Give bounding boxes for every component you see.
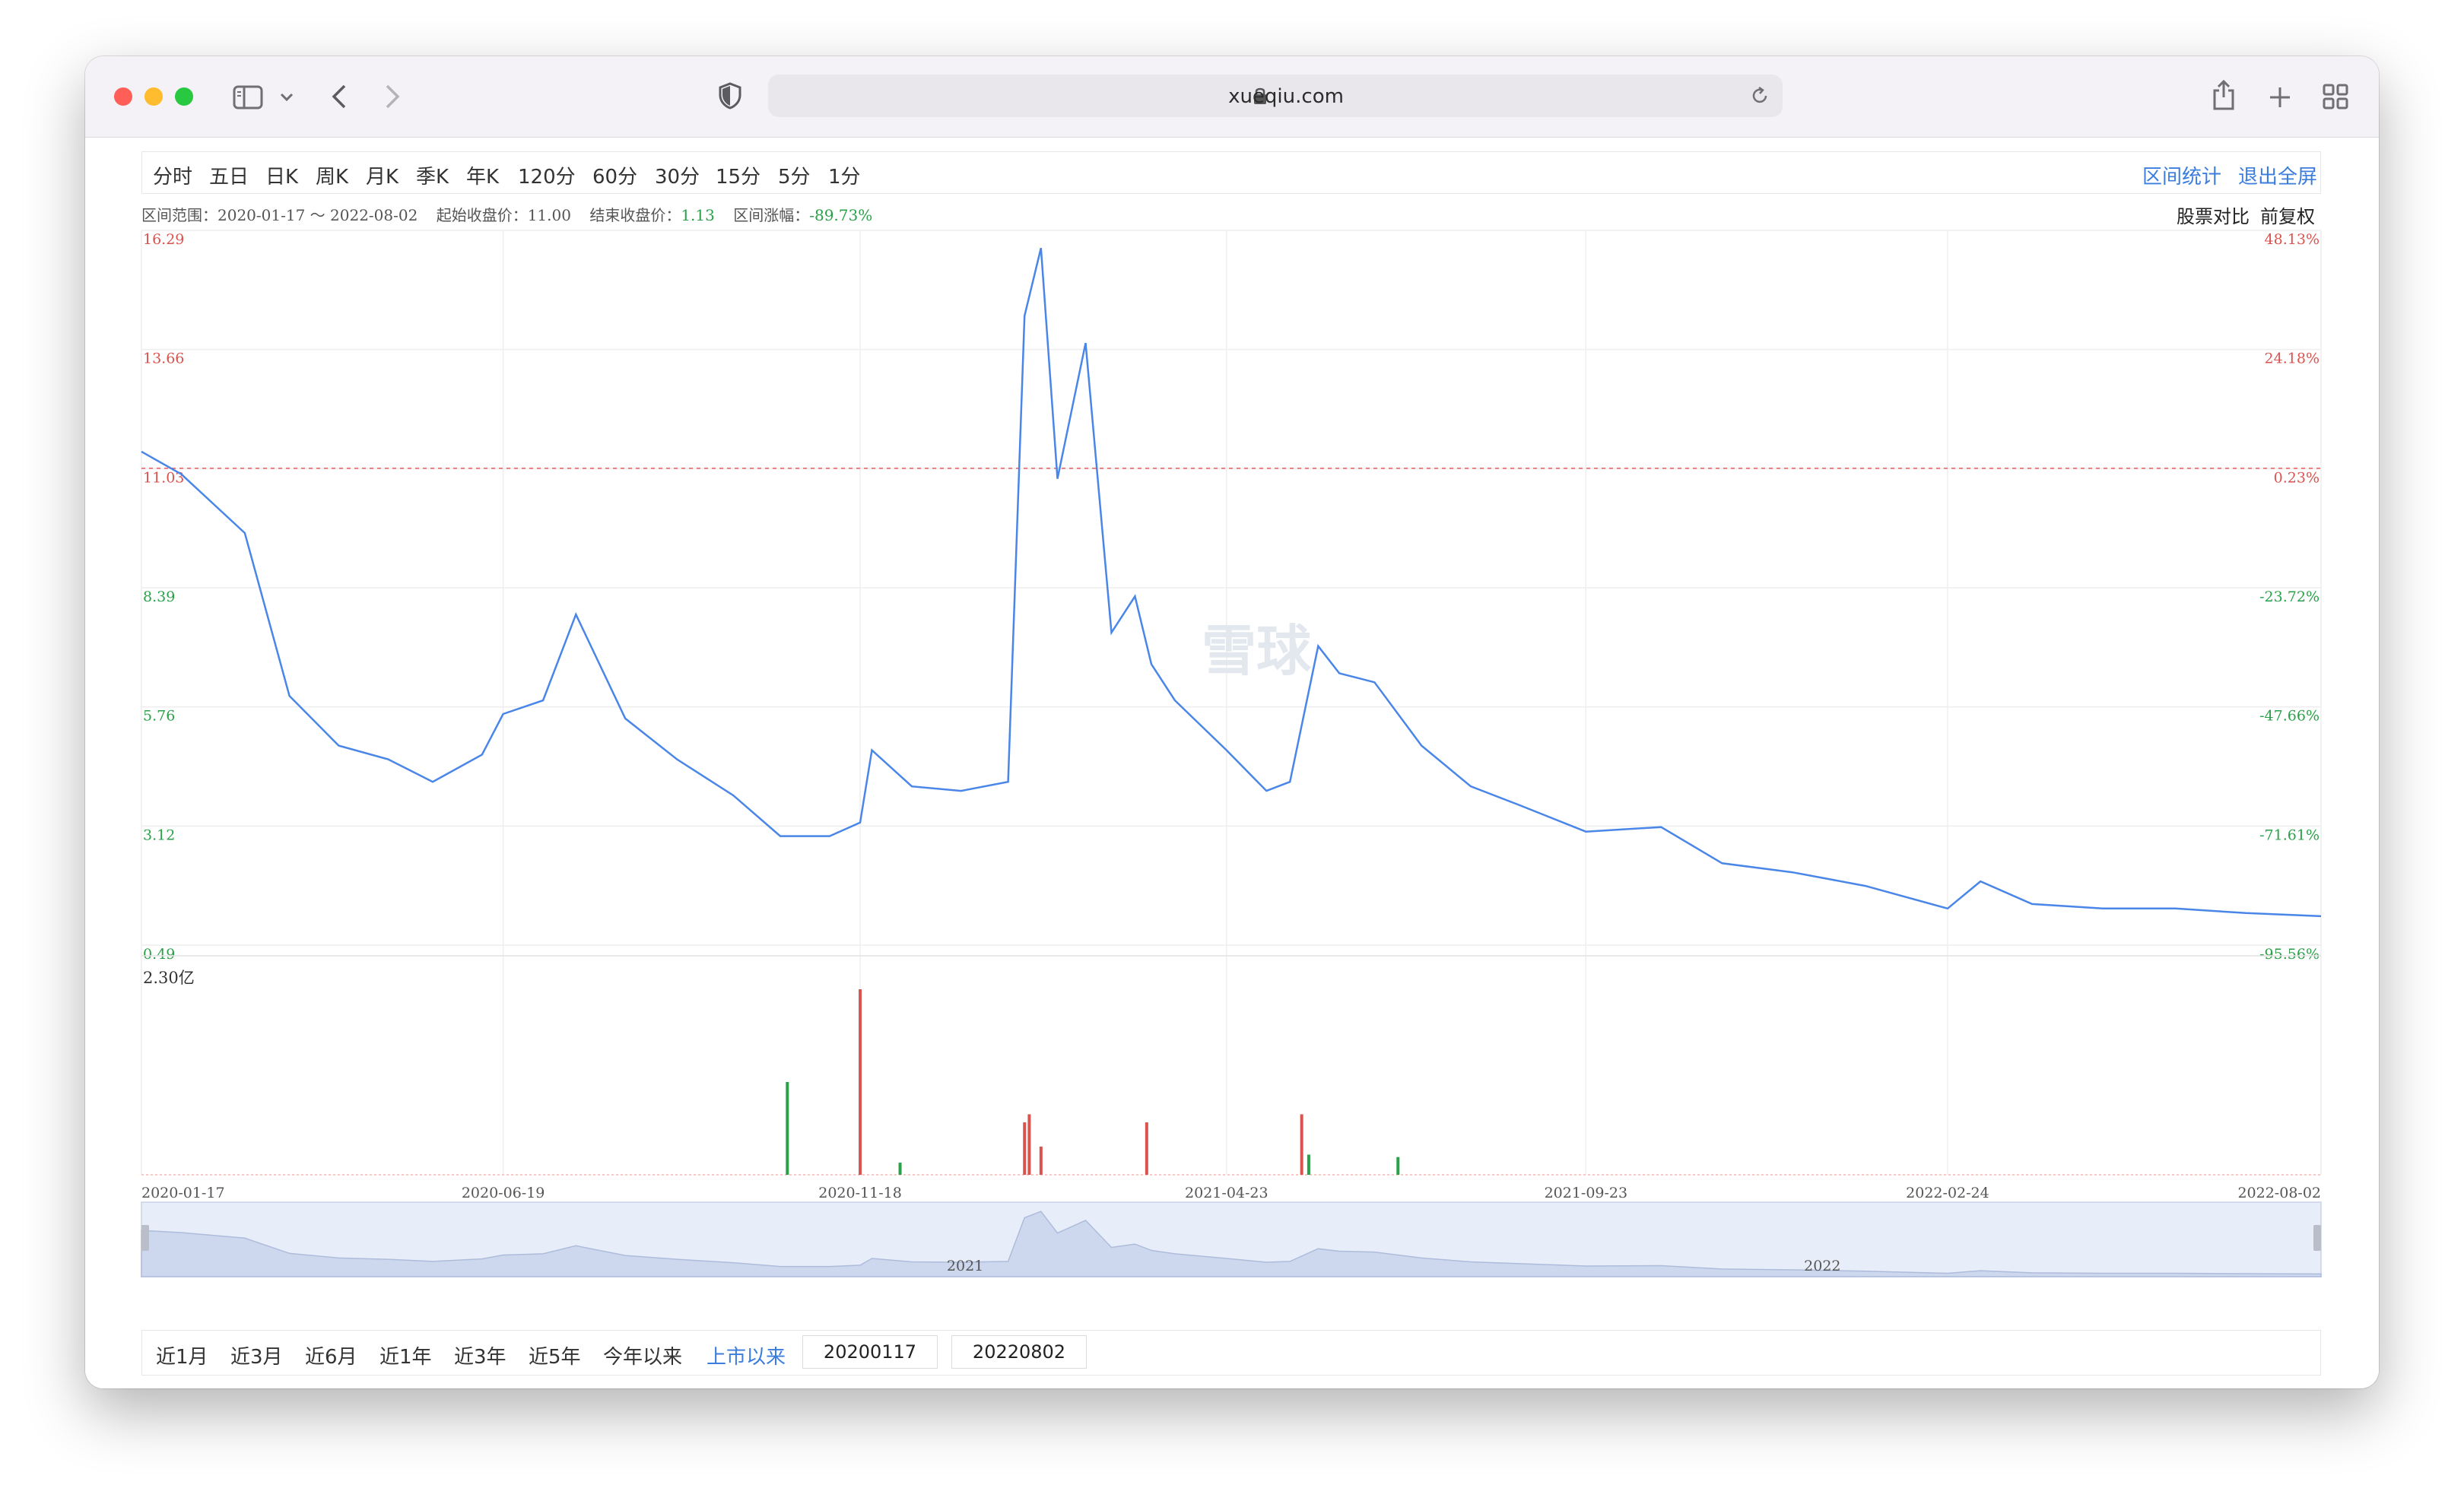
navigator-handle-right xyxy=(2313,1225,2321,1251)
end-close-value: 1.13 xyxy=(681,206,715,224)
reload-icon[interactable] xyxy=(1749,85,1770,106)
share-icon[interactable] xyxy=(2212,79,2236,111)
change-value: -89.73% xyxy=(809,206,873,224)
end-close-label: 结束收盘价： xyxy=(589,206,681,224)
volume-bar xyxy=(786,1082,789,1175)
stock-compare-button[interactable]: 股票对比 xyxy=(2177,206,2250,227)
lock-icon xyxy=(1254,87,1266,104)
period-tab[interactable]: 5分 xyxy=(778,166,811,189)
zoom-window-button[interactable] xyxy=(175,87,193,106)
volume-bar xyxy=(1027,1114,1031,1175)
tab-overview-icon[interactable] xyxy=(2323,84,2348,109)
range-button[interactable]: 近6月 xyxy=(305,1346,357,1369)
y-tick-label-right: -95.56% xyxy=(2259,946,2320,963)
volume-bar xyxy=(1300,1114,1303,1175)
y-tick-label-left: 16.29 xyxy=(143,231,184,248)
y-tick-label-left: 11.03 xyxy=(143,469,184,486)
y-tick-label-right: 24.18% xyxy=(2265,351,2320,367)
y-tick-label-left: 0.49 xyxy=(143,946,175,963)
period-tab[interactable]: 五日 xyxy=(209,166,249,189)
range-button-active[interactable]: 上市以来 xyxy=(706,1346,786,1369)
y-tick-label-right: -47.66% xyxy=(2259,708,2320,725)
y-tick-label-left: 3.12 xyxy=(143,827,175,843)
period-tab[interactable]: 1分 xyxy=(828,166,861,189)
period-tab[interactable]: 月K xyxy=(366,166,399,189)
browser-window: xueqiu.com 分时 五日 日K 周K 月K xyxy=(85,56,2379,1388)
volume-max-label: 2.30亿 xyxy=(143,969,195,987)
start-close-label: 起始收盘价： xyxy=(436,206,528,224)
exit-fullscreen-button[interactable]: 退出全屏 xyxy=(2238,166,2318,189)
period-tab[interactable]: 周K xyxy=(316,166,349,189)
range-button[interactable]: 近3年 xyxy=(454,1346,506,1369)
x-tick-label: 2022-08-02 xyxy=(2237,1185,2321,1201)
x-tick-label: 2020-01-17 xyxy=(141,1185,225,1201)
period-tab[interactable]: 季K xyxy=(416,166,449,189)
page-content: 分时 五日 日K 周K 月K 季K 年K 120分 60分 30分 15分 5分… xyxy=(85,138,2379,1388)
range-label: 区间范围： xyxy=(141,206,218,224)
interval-stats-button[interactable]: 区间统计 xyxy=(2142,166,2222,189)
start-date-input[interactable]: 20200117 xyxy=(802,1335,938,1369)
period-tab[interactable]: 60分 xyxy=(592,166,638,189)
back-arrow-icon[interactable] xyxy=(330,84,348,109)
volume-bar xyxy=(1307,1154,1310,1175)
start-close-value: 11.00 xyxy=(527,206,571,224)
address-bar[interactable]: xueqiu.com xyxy=(768,75,1783,117)
close-window-button[interactable] xyxy=(114,87,132,106)
period-tab[interactable]: 15分 xyxy=(716,166,761,189)
range-info: 区间范围：2020-01-17 ～ 2022-08-02 起始收盘价：11.00… xyxy=(141,203,872,225)
range-value: 2020-01-17 ～ 2022-08-02 xyxy=(218,206,418,224)
navigator-year-label: 2021 xyxy=(947,1258,983,1274)
volume-bar xyxy=(1039,1146,1043,1175)
minimize-window-button[interactable] xyxy=(144,87,163,106)
y-tick-label-left: 13.66 xyxy=(143,351,184,367)
period-tab[interactable]: 分时 xyxy=(153,166,193,189)
volume-bar xyxy=(1145,1122,1148,1175)
period-tab[interactable]: 年K xyxy=(466,166,500,189)
range-selector: 近1月 近3月 近6月 近1年 近3年 近5年 今年以来 上市以来 202001… xyxy=(141,1330,2321,1376)
range-button[interactable]: 近3月 xyxy=(230,1346,283,1369)
y-tick-label-right: -71.61% xyxy=(2259,827,2320,843)
change-label: 区间涨幅： xyxy=(733,206,810,224)
x-tick-label: 2022-02-24 xyxy=(1906,1185,1989,1201)
x-tick-label: 2020-06-19 xyxy=(462,1185,545,1201)
x-tick-label: 2020-11-18 xyxy=(818,1185,902,1201)
navigator-year-label: 2022 xyxy=(1804,1258,1840,1274)
shield-icon[interactable] xyxy=(718,82,742,109)
title-bar: xueqiu.com xyxy=(85,56,2379,138)
navigator-area xyxy=(141,1211,2322,1277)
y-tick-label-right: 0.23% xyxy=(2274,469,2320,486)
volume-bar xyxy=(1023,1122,1027,1175)
period-tab[interactable]: 120分 xyxy=(518,166,576,189)
range-button[interactable]: 近5年 xyxy=(529,1346,581,1369)
end-date-input[interactable]: 20220802 xyxy=(951,1335,1087,1369)
price-chart[interactable]: 16.29 48.13% 13.66 24.18% 11.03 0.23% 8.39 -23.… xyxy=(85,138,2379,1388)
new-tab-icon[interactable] xyxy=(2268,85,2292,109)
x-tick-label: 2021-09-23 xyxy=(1545,1185,1628,1201)
volume-bar xyxy=(859,989,862,1175)
x-tick-label: 2021-04-23 xyxy=(1185,1185,1269,1201)
sidebar-icon[interactable] xyxy=(233,85,263,109)
range-button[interactable]: 近1月 xyxy=(156,1346,208,1369)
range-button[interactable]: 近1年 xyxy=(379,1346,432,1369)
volume-bar xyxy=(1396,1157,1400,1175)
adjust-mode-button[interactable]: 前复权 xyxy=(2260,206,2315,227)
chevron-down-icon[interactable] xyxy=(280,93,294,102)
y-tick-label-left: 5.76 xyxy=(143,708,175,725)
watermark: 雪球 xyxy=(1202,619,1312,683)
price-line xyxy=(141,247,2322,918)
period-toolbar: 分时 五日 日K 周K 月K 季K 年K 120分 60分 30分 15分 5分… xyxy=(141,151,2321,194)
y-tick-label-right: -23.72% xyxy=(2259,589,2320,605)
y-tick-label-left: 8.39 xyxy=(143,589,175,605)
period-tab[interactable]: 30分 xyxy=(655,166,700,189)
period-tab[interactable]: 日K xyxy=(265,166,299,189)
navigator-handle-left xyxy=(141,1225,149,1251)
range-button[interactable]: 今年以来 xyxy=(603,1346,683,1369)
forward-arrow-icon[interactable] xyxy=(383,84,402,109)
volume-bar xyxy=(898,1163,902,1175)
url-text: xueqiu.com xyxy=(1228,85,1344,108)
y-tick-label-right: 48.13% xyxy=(2265,231,2320,248)
